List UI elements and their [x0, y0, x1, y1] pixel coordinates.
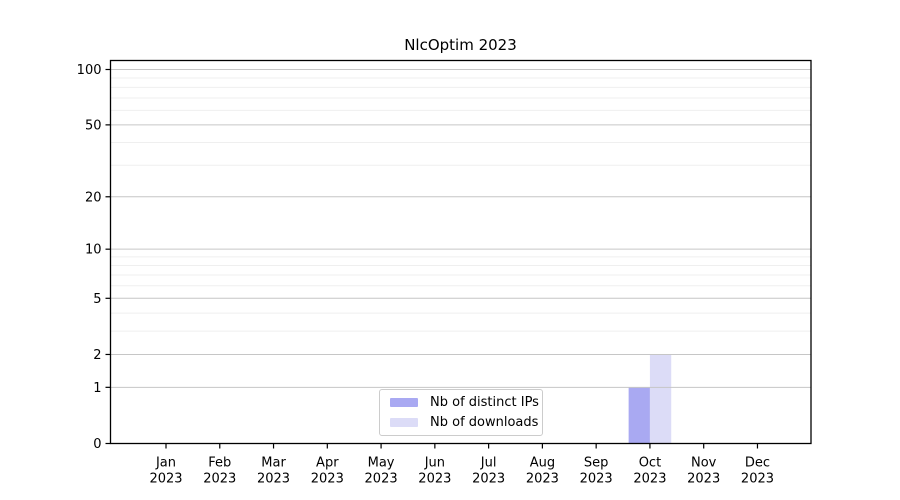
y-tick-label-100: 100 [77, 63, 102, 78]
x-tick-label-year-may: 2023 [365, 472, 398, 487]
y-tick-label-10: 10 [85, 243, 102, 258]
y-tick-label-20: 20 [85, 190, 102, 205]
x-tick-label-month-mar: Mar [261, 456, 286, 471]
x-tick-label-month-feb: Feb [208, 456, 231, 471]
legend-label-downloads: Nb of downloads [430, 415, 539, 431]
legend-label-distinct-ips: Nb of distinct IPs [430, 394, 539, 410]
legend-swatch-downloads-icon [390, 418, 418, 428]
x-tick-label-month-jun: Jun [424, 456, 445, 471]
legend-swatch-distinct-ips-icon [390, 397, 418, 407]
bar-nb-of-distinct-ips-oct-2023 [628, 387, 650, 444]
x-tick-label-month-oct: Oct [639, 456, 661, 471]
x-tick-label-month-jan: Jan [155, 456, 176, 471]
x-tick-label-year-mar: 2023 [257, 472, 290, 487]
legend: Nb of distinct IPs Nb of downloads [379, 389, 543, 436]
plot-frame [109, 59, 812, 445]
x-tick-label-year-jan: 2023 [149, 472, 182, 487]
x-tick-label-year-jun: 2023 [418, 472, 451, 487]
x-tick-label-month-jul: Jul [480, 456, 497, 471]
y-tick-label-5: 5 [93, 292, 101, 307]
legend-item-distinct-ips: Nb of distinct IPs [390, 394, 539, 411]
x-tick-label-year-feb: 2023 [203, 472, 236, 487]
y-tick-label-2: 2 [93, 348, 101, 363]
x-tick-label-year-oct: 2023 [633, 472, 666, 487]
x-tick-label-month-sep: Sep [584, 456, 609, 471]
x-tick-label-year-jul: 2023 [472, 472, 505, 487]
x-tick-label-month-apr: Apr [316, 456, 339, 471]
y-tick-label-0: 0 [93, 437, 101, 452]
chart-title: NlcOptim 2023 [404, 36, 517, 54]
x-tick-label-year-nov: 2023 [687, 472, 720, 487]
y-tick-label-1: 1 [93, 381, 101, 396]
legend-item-downloads: Nb of downloads [390, 414, 538, 431]
x-tick-label-year-dec: 2023 [741, 472, 774, 487]
x-tick-label-month-dec: Dec [745, 456, 770, 471]
x-tick-label-month-may: May [368, 456, 395, 471]
x-tick-label-year-sep: 2023 [580, 472, 613, 487]
y-tick-label-50: 50 [85, 118, 102, 133]
bar-nb-of-downloads-oct-2023 [649, 354, 672, 444]
x-tick-label-month-aug: Aug [530, 456, 555, 471]
x-tick-label-year-apr: 2023 [311, 472, 344, 487]
x-tick-label-month-nov: Nov [691, 456, 717, 471]
x-tick-label-year-aug: 2023 [526, 472, 559, 487]
